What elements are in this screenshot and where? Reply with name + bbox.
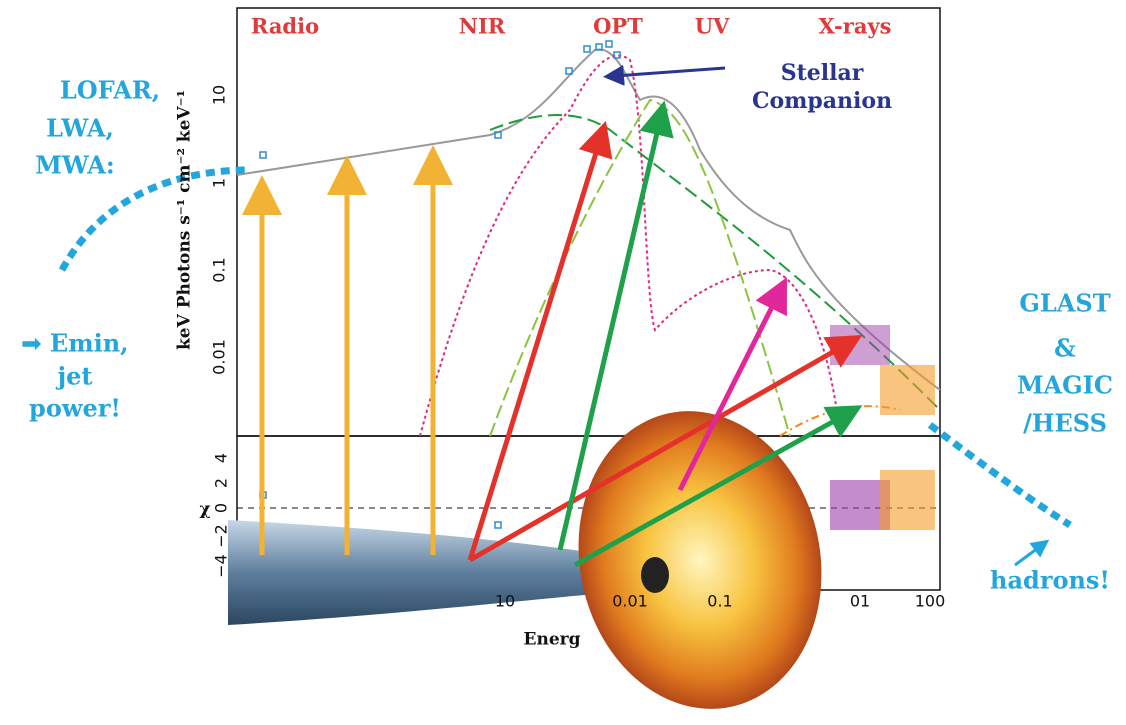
right-label: /HESS xyxy=(1023,409,1107,438)
chi-tick-label: −2 xyxy=(212,524,231,548)
left-label: MWA: xyxy=(35,151,114,180)
upper-ticks: 10 1 0.1 0.01 xyxy=(210,85,229,375)
y-tick-label: 10 xyxy=(210,85,229,105)
left-note: ➟ Emin, xyxy=(21,329,128,358)
band-label: X-rays xyxy=(819,14,892,39)
y-axis-label: keV Photons s⁻¹ cm⁻² keV⁻¹ xyxy=(175,90,195,350)
band-labels: Radio NIR OPT UV X-rays xyxy=(251,14,892,39)
band-label: OPT xyxy=(593,14,643,39)
chi-tick-label: 0 xyxy=(212,503,231,513)
right-label: MAGIC xyxy=(1017,371,1113,400)
right-label: GLAST xyxy=(1019,289,1110,318)
jet-image xyxy=(228,388,849,725)
x-tick-label: 100 xyxy=(915,592,946,611)
figure: Radio NIR OPT UV X-rays Stellar Companio… xyxy=(0,0,1126,725)
lower-ticks: 4 2 0 −2 −4 xyxy=(212,453,231,578)
x-tick-label: 10 xyxy=(495,592,515,611)
y-tick-label: 0.01 xyxy=(210,339,229,375)
left-label: LWA, xyxy=(46,114,114,143)
chi-tick-label: −4 xyxy=(212,554,231,578)
data-points xyxy=(260,41,935,530)
band-label: NIR xyxy=(459,14,506,39)
y-tick-label: 0.1 xyxy=(210,257,229,282)
companion-label: Companion xyxy=(752,88,892,114)
companion-label: Stellar xyxy=(781,60,864,86)
band-label: UV xyxy=(695,14,730,39)
x-tick-label: 0.01 xyxy=(612,592,648,611)
x-tick-label: 01 xyxy=(850,592,870,611)
chi-tick-label: 4 xyxy=(212,453,231,463)
band-label: Radio xyxy=(251,14,319,39)
left-note: jet xyxy=(55,362,92,391)
chi-tick-label: 2 xyxy=(212,478,231,488)
x-tick-label: 0.1 xyxy=(707,592,732,611)
right-label: & xyxy=(1054,334,1076,363)
left-note: power! xyxy=(29,394,121,423)
left-label: LOFAR, xyxy=(60,76,160,105)
hadrons-label: hadrons! xyxy=(990,566,1110,595)
chi-label: χ xyxy=(199,500,210,520)
x-axis-label: Energ xyxy=(524,630,581,650)
y-tick-label: 1 xyxy=(210,178,229,188)
